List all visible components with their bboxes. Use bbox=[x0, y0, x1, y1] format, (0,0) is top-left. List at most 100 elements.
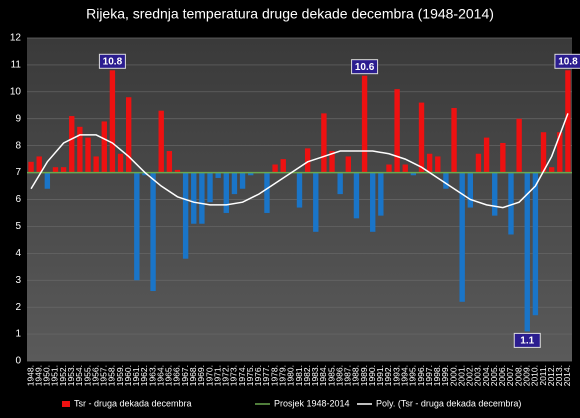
x-tick-label: 1985. bbox=[326, 365, 336, 386]
x-tick-label: 2003. bbox=[473, 365, 483, 386]
trend-line bbox=[30, 113, 569, 209]
y-tick-label: 4 bbox=[15, 248, 21, 259]
x-tick-label: 2002. bbox=[465, 365, 475, 386]
x-tick-label: 2000. bbox=[448, 365, 458, 386]
x-tick-label: 1955. bbox=[82, 365, 92, 386]
x-tick-label: 2013. bbox=[554, 365, 564, 386]
x-tick-label: 1976. bbox=[253, 365, 263, 386]
x-tick-label: 1969. bbox=[196, 365, 206, 386]
bar bbox=[142, 172, 148, 176]
legend-label: Poly. (Tsr - druga dekada decembra) bbox=[376, 398, 521, 408]
bar bbox=[199, 172, 205, 224]
bar bbox=[134, 172, 140, 281]
x-tick-label: 2001. bbox=[456, 365, 466, 386]
bar bbox=[93, 156, 99, 173]
bar bbox=[166, 151, 173, 173]
x-tick-label: 1984. bbox=[318, 365, 328, 386]
y-tick-label: 0 bbox=[15, 356, 21, 367]
y-tick-label: 12 bbox=[10, 33, 22, 44]
bar bbox=[28, 161, 34, 173]
x-tick-label: 1987. bbox=[343, 365, 353, 386]
bar bbox=[207, 172, 213, 203]
bar bbox=[378, 172, 384, 216]
x-tick-label: 2004. bbox=[481, 365, 491, 386]
value-label: 10.6 bbox=[355, 62, 375, 73]
x-tick-label: 1990. bbox=[367, 365, 377, 386]
x-tick-label: 1964. bbox=[155, 365, 165, 386]
x-tick-label: 1949. bbox=[33, 365, 43, 386]
bar bbox=[304, 148, 311, 173]
x-tick-label: 1989. bbox=[359, 365, 369, 386]
bar bbox=[386, 164, 392, 173]
value-label: 10.8 bbox=[558, 56, 578, 67]
bar bbox=[117, 153, 124, 173]
x-tick-label: 1965. bbox=[164, 365, 174, 386]
x-tick-label: 1967. bbox=[180, 365, 190, 386]
bar bbox=[239, 172, 246, 189]
bar bbox=[248, 172, 254, 176]
x-tick-label: 2006. bbox=[497, 365, 507, 386]
bar bbox=[77, 126, 83, 173]
value-label-box bbox=[351, 59, 379, 75]
bar bbox=[565, 70, 571, 173]
bar bbox=[44, 172, 51, 189]
bar bbox=[231, 172, 238, 195]
x-tick-label: 2008. bbox=[513, 365, 523, 386]
x-tick-label: 2009. bbox=[522, 365, 532, 386]
bar bbox=[101, 121, 107, 173]
bar bbox=[60, 167, 67, 173]
bar bbox=[150, 172, 156, 292]
y-tick-label: 7 bbox=[15, 167, 21, 178]
x-tick-label: 1966. bbox=[172, 365, 182, 386]
bar bbox=[337, 172, 343, 195]
x-tick-label: 1988. bbox=[351, 365, 361, 386]
y-tick-label: 6 bbox=[15, 194, 21, 205]
x-tick-label: 1957. bbox=[99, 365, 109, 386]
x-tick-label: 1950. bbox=[42, 365, 52, 386]
x-tick-label: 1995. bbox=[408, 365, 418, 386]
bar bbox=[418, 102, 425, 173]
x-tick-label: 1958. bbox=[107, 365, 117, 386]
bar bbox=[345, 156, 351, 173]
y-tick-label: 10 bbox=[10, 86, 22, 97]
bar bbox=[361, 75, 368, 173]
bar bbox=[313, 172, 319, 232]
bar bbox=[483, 137, 490, 173]
bar bbox=[370, 172, 376, 232]
bar bbox=[321, 113, 327, 173]
value-label-box bbox=[98, 53, 126, 69]
x-tick-label: 1951. bbox=[50, 365, 60, 386]
x-tick-label: 1980. bbox=[286, 365, 296, 386]
bar bbox=[272, 164, 278, 173]
legend-label: Tsr - druga dekada decembra bbox=[74, 398, 192, 408]
bar bbox=[174, 169, 181, 173]
y-tick-label: 11 bbox=[11, 60, 22, 71]
value-label-box bbox=[513, 332, 541, 348]
x-tick-label: 1970. bbox=[204, 365, 214, 386]
x-tick-label: 1978. bbox=[269, 365, 279, 386]
bar bbox=[435, 156, 441, 173]
x-tick-label: 1998. bbox=[432, 365, 442, 386]
x-tick-label: 2010. bbox=[530, 365, 540, 386]
bar bbox=[85, 137, 91, 173]
bar bbox=[532, 172, 539, 316]
legend-label: Prosjek 1948-2014 bbox=[274, 398, 350, 408]
x-tick-label: 1959. bbox=[115, 365, 125, 386]
bar bbox=[492, 172, 498, 216]
x-tick-label: 1975. bbox=[245, 365, 255, 386]
x-tick-label: 1968. bbox=[188, 365, 198, 386]
x-tick-label: 1962. bbox=[139, 365, 149, 386]
y-tick-label: 5 bbox=[15, 221, 21, 232]
x-tick-label: 1997. bbox=[424, 365, 434, 386]
y-tick-label: 9 bbox=[15, 113, 21, 124]
bar bbox=[223, 172, 229, 213]
y-tick-label: 8 bbox=[15, 140, 21, 151]
x-tick-label: 1993. bbox=[391, 365, 401, 386]
y-tick-label: 2 bbox=[15, 302, 21, 313]
x-tick-label: 1981. bbox=[294, 365, 304, 386]
x-tick-label: 1953. bbox=[66, 365, 76, 386]
x-tick-label: 1977. bbox=[261, 365, 271, 386]
bar bbox=[280, 159, 286, 173]
bar bbox=[394, 89, 400, 173]
